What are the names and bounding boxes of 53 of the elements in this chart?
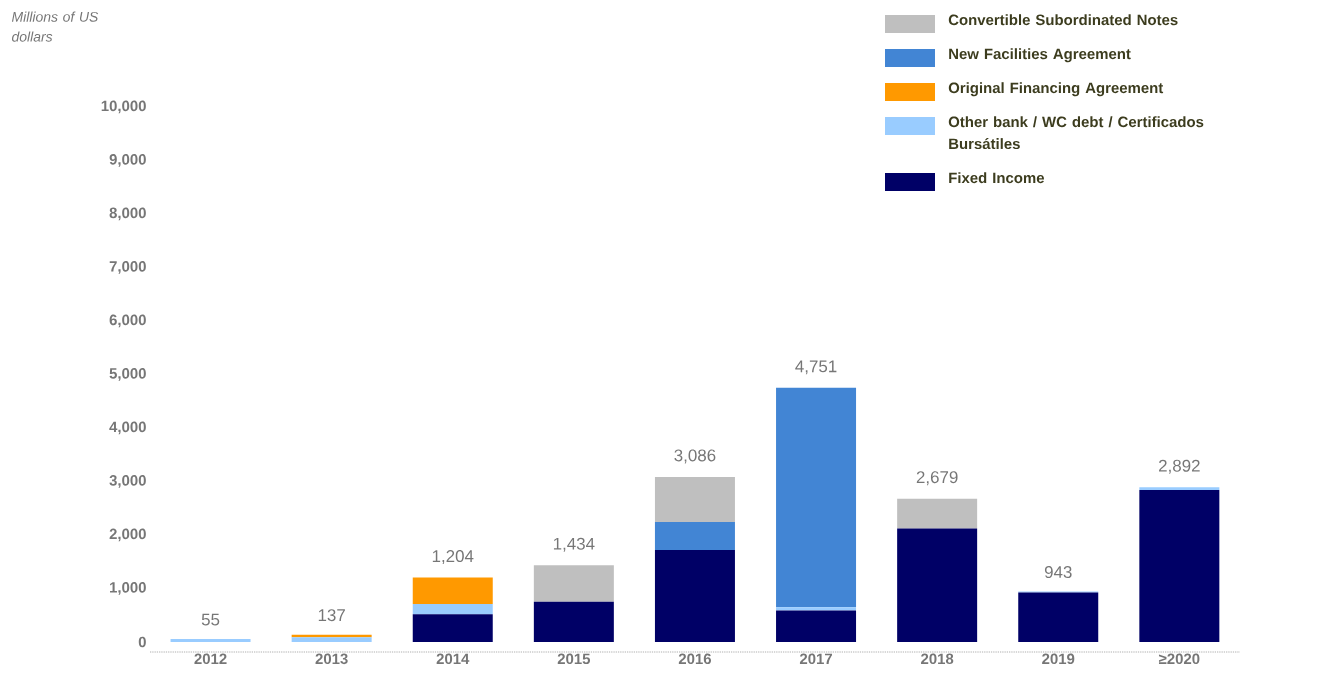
bar xyxy=(291,637,372,642)
total-label: 1,434 xyxy=(553,537,595,552)
bar xyxy=(654,549,735,642)
bar xyxy=(776,610,857,642)
x-tick-label: 2017 xyxy=(799,653,833,665)
legend-label: Other bank / WC debt / Certificados Bursátiles xyxy=(948,116,1204,150)
x-tick-label: 2018 xyxy=(921,653,954,665)
bar xyxy=(412,614,493,642)
y-tick-label: 4,000 xyxy=(109,421,146,435)
total-label: 943 xyxy=(1044,566,1072,579)
x-tick-label: ≥2020 xyxy=(1158,653,1200,665)
total-label: 4,751 xyxy=(795,360,837,375)
bar xyxy=(654,522,735,550)
y-tick-label: 2,000 xyxy=(109,528,146,542)
y-tick-label: 0 xyxy=(138,636,146,648)
x-tick-label: 2014 xyxy=(436,653,470,665)
y-tick-label: 7,000 xyxy=(109,261,146,274)
x-tick-label: 2012 xyxy=(194,653,227,665)
y-tick-label: 5,000 xyxy=(109,368,146,381)
x-tick-label: 2013 xyxy=(315,653,348,665)
bar xyxy=(654,476,735,522)
bar xyxy=(533,601,614,642)
legend-label: Convertible Subordinated Notes xyxy=(948,14,1178,26)
total-label: 55 xyxy=(201,613,220,626)
y-tick-label: 10,000 xyxy=(101,100,146,114)
x-tick-label: 2015 xyxy=(557,653,591,665)
total-label: 137 xyxy=(318,609,345,622)
y-tick-label: 6,000 xyxy=(109,314,146,328)
legend-label: Fixed Income xyxy=(949,172,1045,184)
legend-label: New Facilities Agreement xyxy=(949,48,1131,63)
bar xyxy=(1139,489,1220,642)
bar xyxy=(776,607,857,611)
bar xyxy=(776,387,857,608)
bar xyxy=(412,604,493,615)
total-label: 2,679 xyxy=(916,471,958,486)
bar xyxy=(1139,487,1220,490)
x-tick-label: 2019 xyxy=(1042,653,1075,665)
x-tick-label: 2016 xyxy=(678,653,712,665)
legend-label: Original Financing Agreement xyxy=(948,82,1164,97)
y-tick-label: 3,000 xyxy=(109,475,146,488)
total-label: 3,086 xyxy=(674,449,716,464)
y-axis-title: Millions of US dollars xyxy=(11,11,99,42)
bar xyxy=(897,498,978,529)
y-tick-label: 9,000 xyxy=(109,154,146,167)
total-label: 2,892 xyxy=(1159,459,1200,474)
total-label: 1,204 xyxy=(432,550,474,565)
bar xyxy=(412,577,493,605)
bar xyxy=(533,565,614,602)
y-tick-label: 1,000 xyxy=(110,582,146,595)
bar xyxy=(170,639,251,642)
bar xyxy=(1018,592,1099,642)
y-tick-label: 8,000 xyxy=(109,207,146,221)
bar xyxy=(897,528,978,642)
